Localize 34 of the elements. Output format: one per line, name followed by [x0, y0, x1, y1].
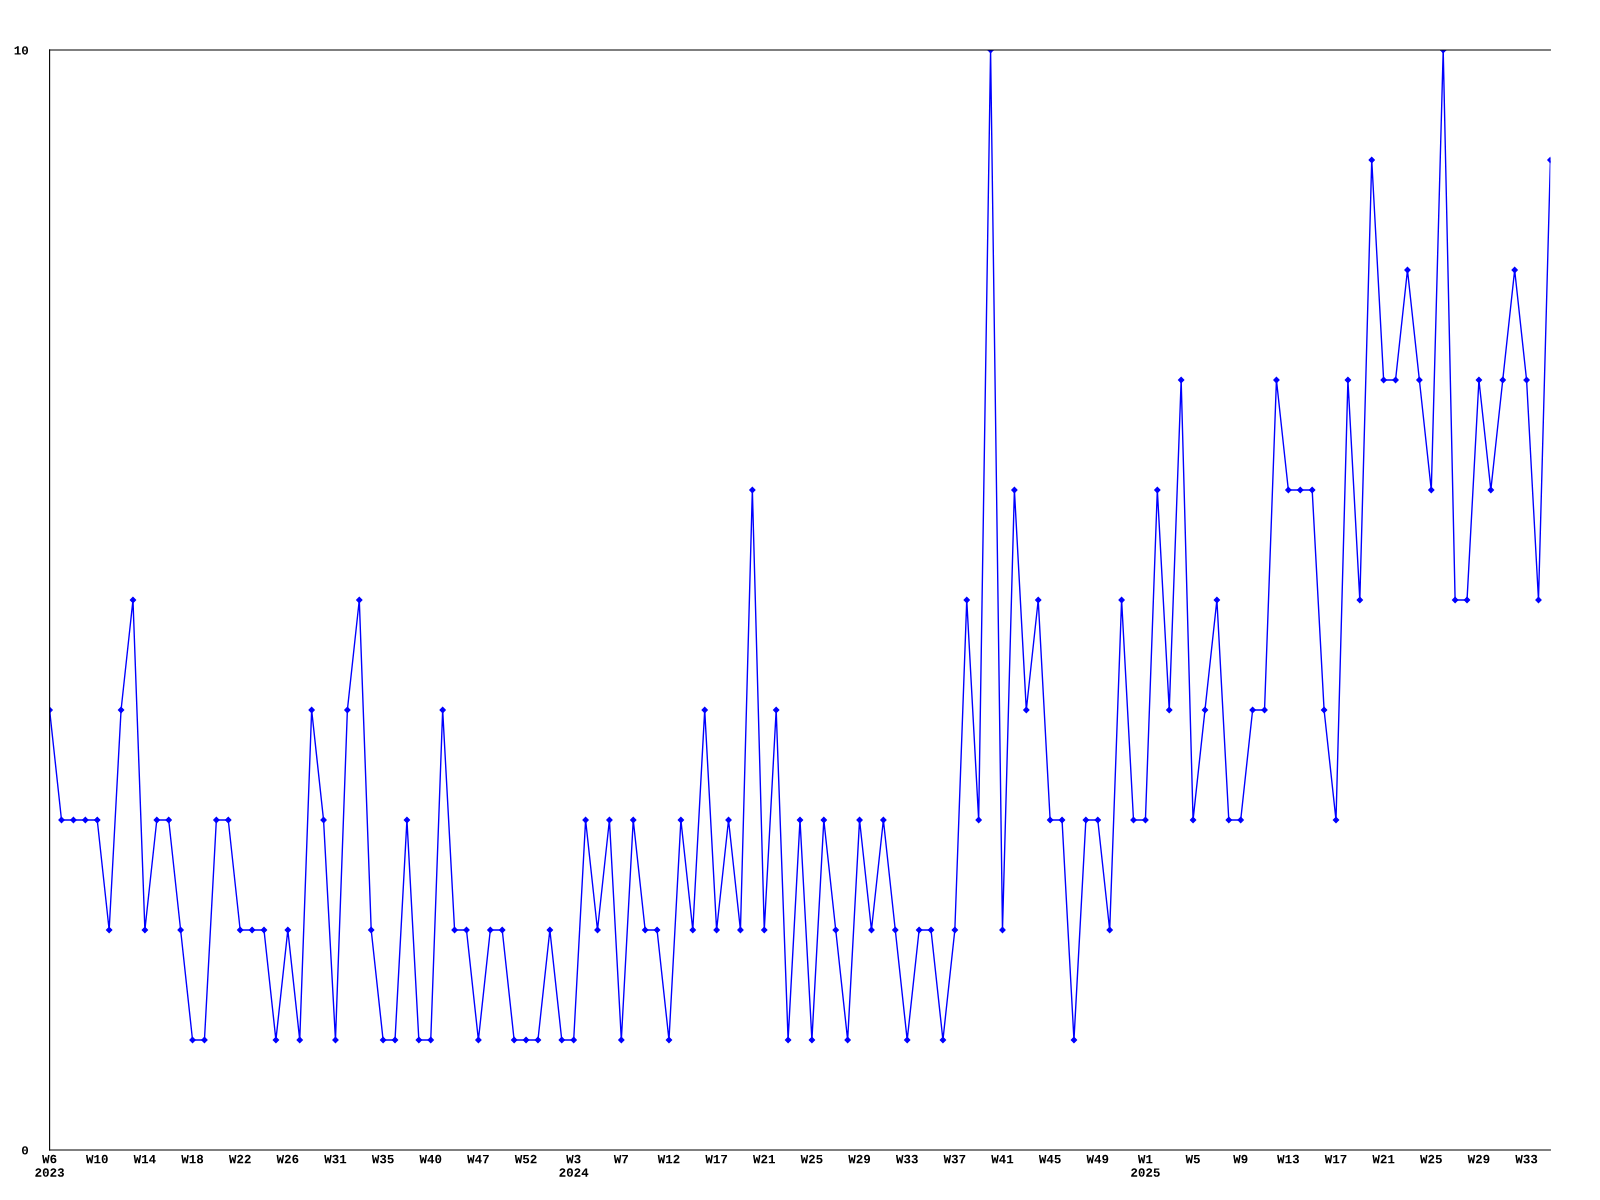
x-tick-label: W40 [419, 1154, 442, 1164]
x-tick-label: W25 [1420, 1154, 1442, 1164]
x-tick-label: W37 [943, 1154, 966, 1164]
y-tick-label: 0 [21, 1146, 29, 1155]
x-tick-label: W35 [371, 1154, 394, 1164]
x-tick-label: W29 [1467, 1154, 1490, 1164]
x-tick-label: W45 [1038, 1154, 1061, 1164]
x-tick-label: W49 [1086, 1154, 1109, 1164]
x-tick-label: W7 [613, 1154, 628, 1164]
x-tick-label: W47 [467, 1154, 489, 1164]
x-tick-label: W29 [848, 1154, 871, 1164]
x-tick-label: W21 [753, 1154, 775, 1164]
x-tick-label: W31 [324, 1154, 347, 1164]
x-tick-label: W33 [1515, 1154, 1538, 1164]
x-tick-label: W1 2025 [1131, 1154, 1160, 1177]
x-tick-label: W3 2024 [559, 1154, 589, 1177]
x-tick-label: W10 [85, 1154, 108, 1164]
x-tick-label: W5 [1185, 1154, 1200, 1164]
x-tick-label: W33 [895, 1154, 918, 1164]
x-tick-label: W6 2023 [35, 1154, 64, 1177]
x-tick-label: W12 [657, 1154, 680, 1164]
x-tick-label: W14 [133, 1154, 156, 1164]
x-tick-label: W26 [276, 1154, 299, 1164]
x-tick-label: W9 [1233, 1154, 1248, 1164]
x-tick-label: W17 [705, 1154, 728, 1164]
x-tick-label: W41 [991, 1154, 1014, 1164]
x-tick-label: W52 [514, 1154, 537, 1164]
x-tick-label: W13 [1277, 1154, 1299, 1164]
x-tick-label: W22 [228, 1154, 251, 1164]
x-tick-label: W18 [181, 1154, 204, 1164]
x-tick-label: W21 [1372, 1154, 1395, 1164]
x-tick-label: W17 [1324, 1154, 1347, 1164]
x-tick-label: W25 [800, 1154, 823, 1164]
y-tick-label: 10 [14, 46, 29, 55]
